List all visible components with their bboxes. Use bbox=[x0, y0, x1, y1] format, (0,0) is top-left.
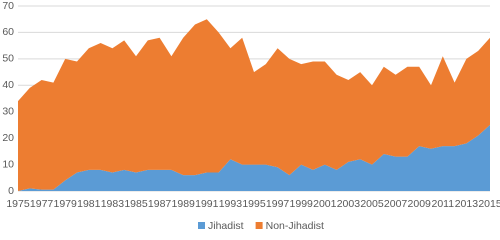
x-tick-label: 1983 bbox=[101, 198, 125, 210]
area bbox=[18, 124, 490, 191]
x-tick-label: 1999 bbox=[290, 198, 314, 210]
legend-label: Non-Jihadist bbox=[266, 220, 324, 232]
x-tick-label: 2003 bbox=[337, 198, 361, 210]
x-tick-label: 2009 bbox=[408, 198, 432, 210]
x-tick-label: 1977 bbox=[30, 198, 54, 210]
x-tick-label: 1989 bbox=[172, 198, 196, 210]
y-tick-label: 10 bbox=[2, 158, 14, 170]
x-tick-label: 2011 bbox=[432, 198, 455, 210]
x-tick-label: 1995 bbox=[242, 198, 266, 210]
legend-swatch bbox=[255, 222, 263, 229]
y-tick-label: 60 bbox=[2, 26, 14, 38]
x-tick-label: 1991 bbox=[195, 198, 219, 210]
x-tick-label: 1979 bbox=[54, 198, 78, 210]
x-tick-label: 1997 bbox=[266, 198, 290, 210]
legend-swatch bbox=[198, 222, 205, 229]
x-tick-label: 2005 bbox=[360, 198, 384, 210]
area bbox=[18, 19, 490, 192]
y-tick-label: 70 bbox=[2, 0, 14, 12]
y-tick-label: 0 bbox=[8, 185, 14, 197]
x-tick-label: 2015 bbox=[478, 198, 500, 210]
x-tick-label: 1985 bbox=[124, 198, 148, 210]
x-tick-label: 1981 bbox=[77, 198, 101, 210]
x-tick-label: 2001 bbox=[313, 198, 337, 210]
x-tick-label: 1987 bbox=[148, 198, 172, 210]
legend-label: Jihadist bbox=[208, 220, 244, 232]
x-tick-label: 1975 bbox=[6, 198, 30, 210]
y-tick-label: 20 bbox=[2, 132, 14, 144]
y-tick-label: 50 bbox=[2, 53, 14, 65]
y-tick-label: 30 bbox=[2, 105, 14, 117]
y-tick-label: 40 bbox=[2, 79, 14, 91]
x-tick-label: 2013 bbox=[455, 198, 479, 210]
x-tick-label: 1993 bbox=[219, 198, 243, 210]
x-tick-label: 2007 bbox=[384, 198, 408, 210]
